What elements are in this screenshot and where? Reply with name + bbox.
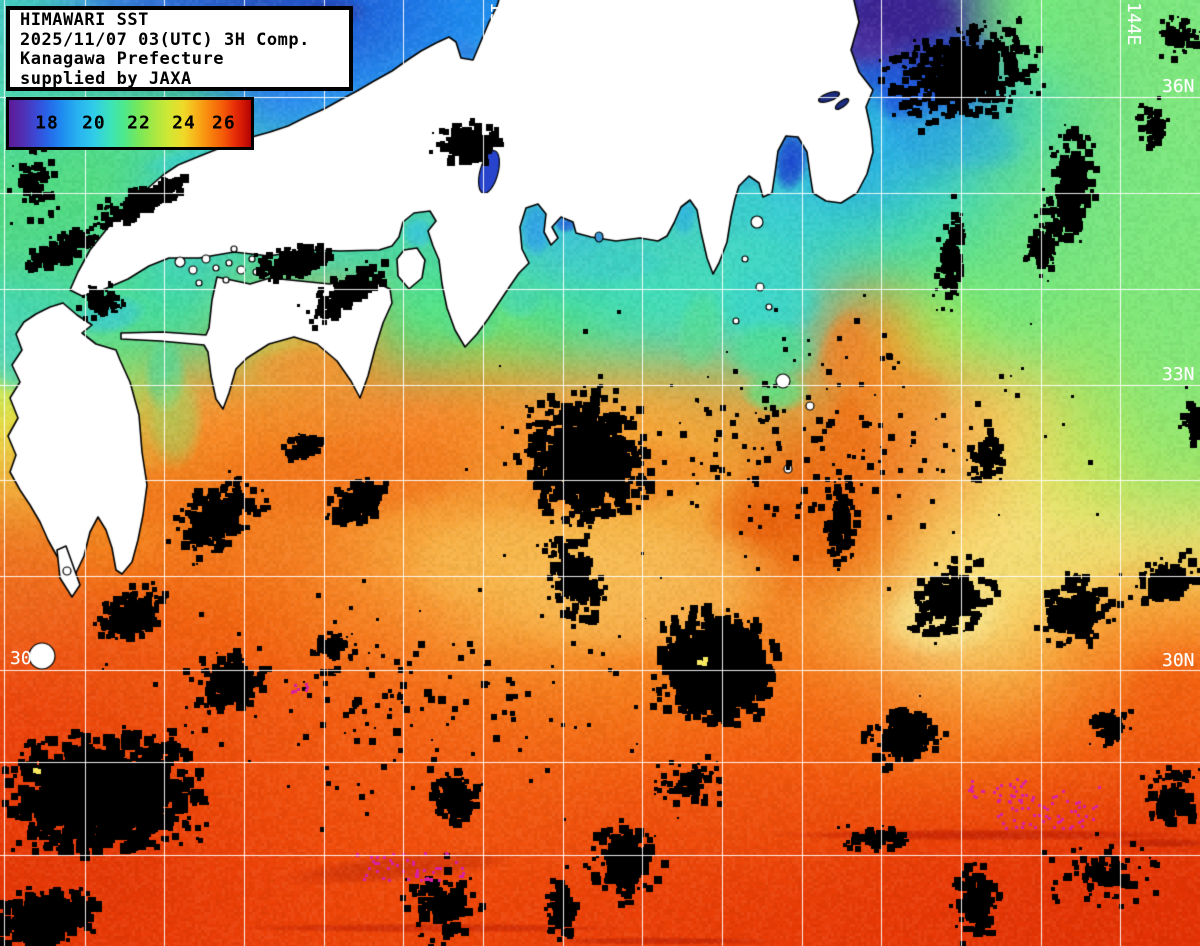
grid-label: 136E [486, 2, 507, 46]
title-line: supplied by JAXA [20, 68, 192, 89]
grid-label: 36N [1162, 76, 1195, 97]
grid-label: 144E [1123, 2, 1144, 46]
colorbar-gradient: 18 20 22 24 26 [9, 100, 251, 147]
colorbar-tick: 18 [35, 112, 59, 134]
grid-label: 33N [1162, 364, 1195, 385]
colorbar-tick: 26 [212, 112, 236, 134]
colorbar-tick: 20 [82, 112, 106, 134]
title-box: HIMAWARI SST 2025/11/07 03(UTC) 3H Comp.… [6, 6, 353, 91]
colorbar-tick: 24 [172, 112, 196, 134]
title-line: HIMAWARI SST [20, 10, 149, 30]
title-line: 2025/11/07 03(UTC) 3H Comp. [20, 29, 310, 50]
grid-label: 30N [10, 648, 43, 669]
colorbar-tick: 22 [127, 112, 151, 134]
temperature-colorbar: 18 20 22 24 26 [6, 97, 254, 150]
title-line: Kanagawa Prefecture [20, 49, 224, 69]
grid-label: 30N [1162, 650, 1195, 671]
